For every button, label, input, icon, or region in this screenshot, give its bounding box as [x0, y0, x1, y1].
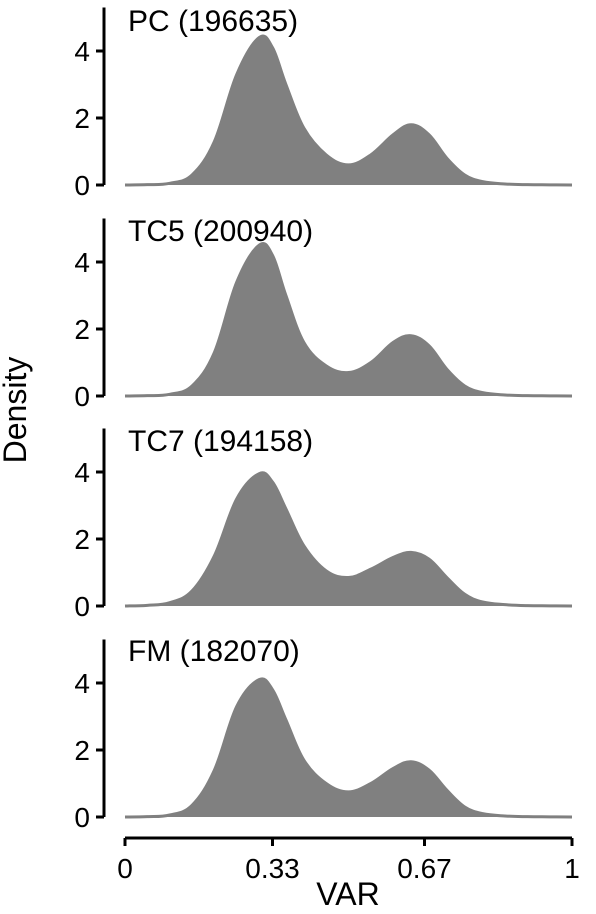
panels-group: 0 2 4 PC (196635) 0 2 4 TC5 (200940) 0 2 4 TC7 (194…: [74, 5, 573, 833]
y-tick-label: 0: [74, 381, 90, 412]
y-tick-label: 4: [74, 668, 90, 699]
density-outline: [124, 34, 573, 187]
y-tick-label: 2: [74, 524, 90, 555]
density-outline: [124, 677, 573, 819]
panel-2: 0 2 4 TC5 (200940): [74, 215, 573, 412]
panel-3: 0 2 4 TC7 (194158): [74, 425, 573, 622]
density-area: [125, 678, 572, 817]
y-axis-title: Density: [0, 357, 33, 464]
panel-title: FM (182070): [128, 635, 300, 668]
y-tick-label: 2: [74, 314, 90, 345]
x-tick-label: 0: [117, 853, 133, 884]
y-tick-label: 4: [74, 36, 90, 67]
y-tick-label: 2: [74, 735, 90, 766]
x-axis: 0 0.33 0.67 1: [117, 836, 580, 884]
y-tick-label: 0: [74, 802, 90, 833]
x-tick-label: 1: [564, 853, 580, 884]
panel-title: TC7 (194158): [128, 425, 313, 458]
y-tick-label: 0: [74, 591, 90, 622]
x-axis-title: VAR: [316, 876, 379, 912]
density-outline: [124, 242, 573, 398]
panel-1: 0 2 4 PC (196635): [74, 5, 573, 201]
y-tick-label: 4: [74, 247, 90, 278]
panel-title: TC5 (200940): [128, 215, 313, 248]
y-tick-label: 2: [74, 103, 90, 134]
y-tick-label: 0: [74, 170, 90, 201]
density-area: [125, 35, 572, 186]
panel-title: PC (196635): [128, 5, 298, 38]
panel-4: 0 2 4 FM (182070): [74, 635, 573, 833]
x-tick-label: 0.67: [397, 853, 452, 884]
y-tick-label: 4: [74, 457, 90, 488]
density-area: [125, 472, 572, 606]
density-outline: [124, 471, 573, 608]
density-area: [125, 243, 572, 396]
x-tick-label: 0.33: [245, 853, 300, 884]
